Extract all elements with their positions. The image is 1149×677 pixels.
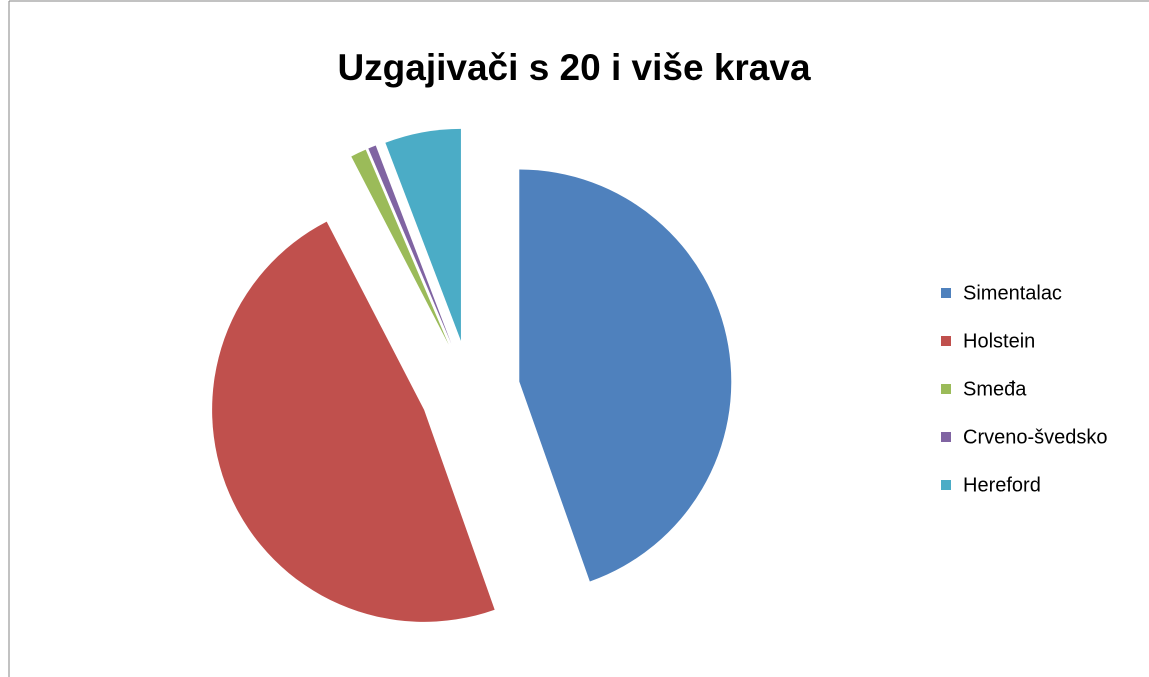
legend-label: Simentalac [963,282,1062,304]
legend-swatch [941,480,951,490]
legend-label: Hereford [963,474,1041,496]
pie-slice [351,149,449,345]
pie-slice [368,145,452,344]
legend-label: Holstein [963,330,1035,352]
chart-title: Uzgajivači s 20 i više krava [337,47,811,88]
legend-swatch [941,336,951,346]
pie-slice [385,128,461,341]
legend-swatch [941,384,951,394]
pie-slice [519,169,732,582]
pie-slice [212,221,495,622]
legend-swatch [941,432,951,442]
legend-swatch [941,288,951,298]
legend-label: Crveno-švedsko [963,426,1108,448]
legend-label: Smeđa [963,378,1027,400]
